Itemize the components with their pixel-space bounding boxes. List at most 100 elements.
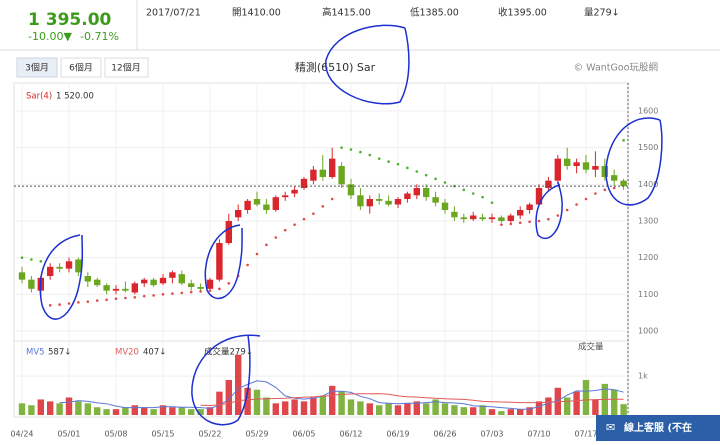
candle-body [263, 204, 270, 210]
volume-bar [394, 405, 402, 415]
sar-dot [302, 217, 306, 221]
sar-dot [142, 294, 146, 298]
x-tick-label: 05/29 [245, 430, 268, 439]
volume-bar [535, 401, 543, 415]
sar-dot [39, 260, 43, 263]
x-tick-label: 04/24 [10, 430, 33, 439]
chat-button[interactable] [596, 415, 720, 441]
volume-bar [122, 407, 129, 415]
volume-bar [150, 409, 157, 415]
pen-stroke [39, 234, 84, 320]
volume-bar [470, 407, 477, 415]
chat-icon[interactable]: ✉ [606, 421, 615, 434]
pen-stroke [325, 24, 410, 105]
candle-body [235, 210, 242, 218]
legend-volume: 成交量279↓ [204, 347, 253, 358]
volume-bar [112, 409, 120, 415]
candle-body [554, 158, 561, 181]
candle-body [620, 180, 627, 187]
candle-body [188, 283, 195, 287]
sar-dot [189, 290, 193, 294]
candle-body [366, 199, 373, 207]
volume-bar [620, 404, 627, 415]
candle-body [507, 215, 514, 221]
candle-body [338, 166, 345, 185]
volume-bar [451, 405, 458, 415]
indicator-name: Sar(4) [26, 92, 52, 102]
x-tick-label: 06/12 [339, 430, 362, 439]
pen-stroke [605, 117, 663, 206]
volume-bar [507, 409, 514, 415]
sar-dot [77, 301, 80, 304]
candle-body [545, 180, 552, 188]
volume-ma-line [200, 393, 624, 407]
volume-bar [244, 387, 251, 415]
legend-mv20: MV20 [115, 348, 139, 358]
candle-body [376, 199, 383, 201]
volume-bar [517, 409, 524, 415]
sar-dot [199, 290, 202, 293]
candle-body [300, 178, 308, 188]
sar-dot [490, 201, 494, 204]
x-tick-label: 05/01 [57, 430, 80, 439]
y-tick-label: 1100 [638, 290, 658, 299]
volume-bar [385, 403, 392, 415]
volume-ma-line [59, 380, 624, 410]
volume-bar [376, 405, 383, 415]
volume-bar [235, 354, 242, 415]
open: 開1410.00 [232, 8, 281, 19]
candle-body [244, 200, 251, 210]
close: 收1395.00 [498, 7, 547, 19]
candle-body [582, 162, 590, 170]
sar-dot [556, 214, 560, 217]
candle-body [347, 184, 355, 196]
range-button-label[interactable]: 6個月 [69, 62, 93, 74]
volume-bar [347, 399, 355, 415]
y-tick-label: 1400 [638, 180, 658, 189]
candle-body [291, 189, 298, 194]
volume-bar [272, 403, 279, 415]
volume-bar [84, 403, 91, 415]
volume-bar [103, 409, 110, 415]
candle-body [611, 175, 618, 181]
candle-body [131, 283, 138, 293]
candle-body [169, 272, 176, 278]
sar-dot [340, 146, 343, 149]
sar-dot [20, 256, 24, 259]
candle-body [394, 199, 402, 205]
sar-dot [528, 220, 531, 224]
range-button[interactable] [60, 57, 102, 78]
chat-button-label[interactable]: 線上客服 (不在 [624, 421, 692, 434]
range-button[interactable] [16, 57, 58, 78]
indicator-value: 1 520.00 [56, 92, 94, 102]
volume-bar [366, 403, 373, 415]
sar-dot [368, 153, 372, 157]
volume-bar [592, 399, 599, 415]
volume-bar [178, 407, 185, 415]
sar-dot [48, 304, 52, 307]
volume-bar [564, 397, 571, 415]
candle-body [253, 199, 261, 205]
sar-dot [218, 287, 221, 291]
sar-dot [594, 192, 597, 195]
range-button-label[interactable]: 12個月 [111, 62, 140, 74]
x-tick-label: 07/17 [574, 430, 597, 439]
volume-bar [197, 409, 204, 415]
candle-body [28, 279, 35, 289]
price: 1 395.00 [28, 10, 112, 30]
sar-dot [152, 294, 155, 297]
price-change-pct: -0.71% [80, 30, 119, 43]
volume-bar [131, 405, 138, 415]
volume-bar [253, 389, 261, 415]
y-tick-label: 1200 [638, 253, 658, 262]
volume-bar [263, 397, 270, 415]
candle-body [150, 279, 157, 286]
pen-stroke [204, 224, 243, 300]
candle-body [141, 279, 148, 284]
chart-title: 精測(6510) Sar [295, 60, 376, 74]
range-button[interactable] [104, 57, 149, 78]
candle-body [310, 169, 317, 181]
range-button-label[interactable]: 3個月 [25, 62, 49, 74]
volume-bar [18, 403, 26, 415]
